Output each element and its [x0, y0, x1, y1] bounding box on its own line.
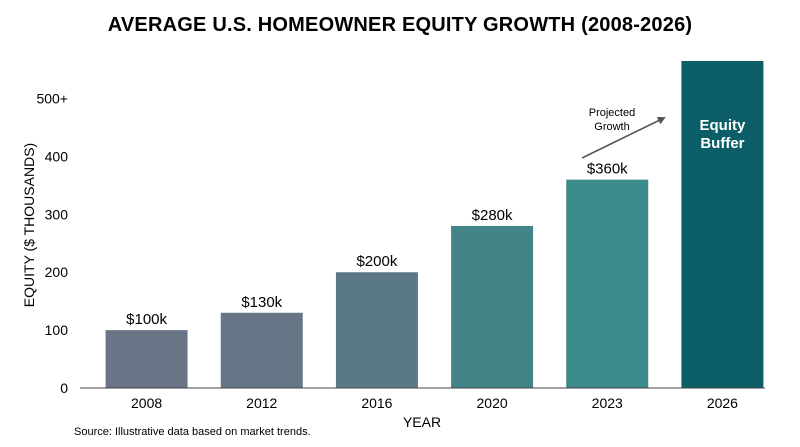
- data-label-2008: $100k: [126, 311, 167, 328]
- x-axis-label: YEAR: [403, 414, 441, 430]
- annotation-line-1: Projected: [589, 107, 635, 119]
- x-tick-label-2023: 2023: [592, 395, 623, 411]
- data-label-2012: $130k: [241, 294, 282, 311]
- x-tick-label-2020: 2020: [477, 395, 508, 411]
- y-tick-label-0: 0: [60, 380, 68, 396]
- data-label-2023: $360k: [587, 161, 628, 178]
- y-tick-label-1: 100: [45, 322, 69, 338]
- projected-growth-annotation: Projected Growth: [581, 107, 666, 159]
- bar-2026: [681, 61, 764, 388]
- chart-title: AVERAGE U.S. HOMEOWNER EQUITY GROWTH (20…: [108, 14, 693, 36]
- data-label-2020: $280k: [472, 207, 513, 224]
- x-tick-label-2012: 2012: [246, 395, 277, 411]
- bar-inner-label-1: Equity: [699, 117, 745, 134]
- y-axis-ticks: 0 100 200 300 400 500+: [36, 91, 68, 396]
- y-tick-label-2: 200: [45, 264, 69, 280]
- bar-2008: [105, 330, 188, 388]
- annotation-line-2: Growth: [594, 121, 629, 133]
- y-tick-label-4: 400: [45, 148, 69, 164]
- bar-2016: [335, 272, 418, 388]
- bar-2012: [220, 312, 303, 388]
- bar-2020: [451, 225, 534, 388]
- data-label-2016: $200k: [356, 253, 397, 270]
- y-tick-label-3: 300: [45, 206, 69, 222]
- x-tick-label-2016: 2016: [361, 395, 392, 411]
- y-tick-label-5: 500+: [36, 91, 68, 107]
- x-tick-label-2026: 2026: [707, 395, 738, 411]
- projected-growth-arrow: [581, 117, 666, 159]
- y-axis-label: EQUITY ($ THOUSANDS): [21, 143, 37, 307]
- bar-2023: [566, 179, 649, 388]
- source-note: Source: Illustrative data based on marke…: [74, 426, 311, 438]
- bar-inner-label-2: Buffer: [700, 135, 744, 152]
- x-axis-ticks: 2008 2012 2016 2020 2023 2026: [131, 395, 738, 411]
- x-tick-label-2008: 2008: [131, 395, 162, 411]
